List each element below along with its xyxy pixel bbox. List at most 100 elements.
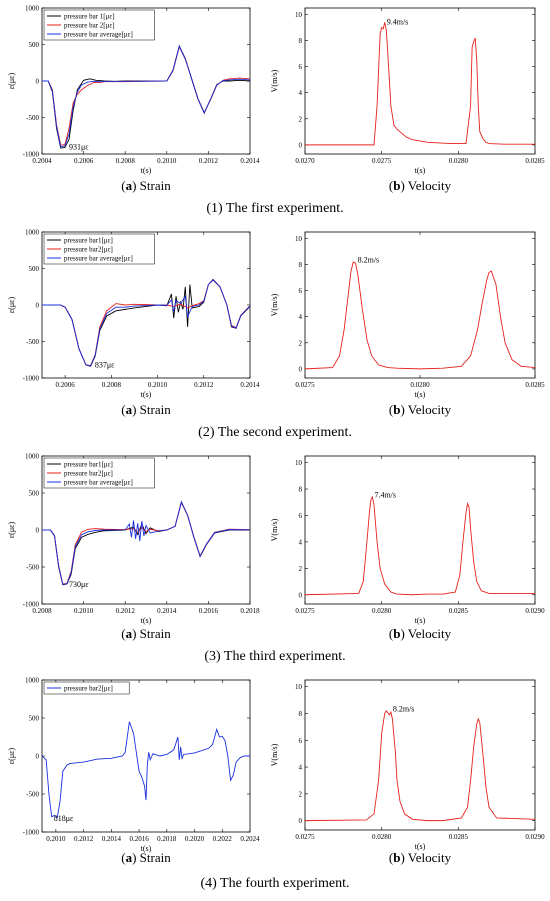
chart-r2-strain: 0.2006 0.2008 0.2010 0.2012 0.2014 -1000 -500 0… [7, 229, 260, 418]
series-line [305, 709, 535, 822]
y-tick-label: 6 [299, 287, 303, 295]
y-axis-label: V(m/s) [270, 743, 279, 766]
row-caption: (1) The first experiment. [206, 201, 343, 216]
peak-annotation: 730με [69, 580, 89, 589]
y-tick-label: 500 [29, 715, 40, 723]
legend-box [43, 681, 130, 695]
panel-sublabel: (a) Strain [121, 402, 171, 417]
legend-entry: pressure bar2[με] [64, 685, 113, 693]
x-tick-label: 0.0275 [295, 833, 315, 841]
y-tick-label: 0 [299, 817, 303, 825]
chart-r1-strain: 0.2004 0.2006 0.2008 0.2010 0.2012 0.2014 -100… [7, 5, 260, 194]
x-tick-label: 0.2014 [102, 835, 122, 843]
series-line [42, 721, 250, 819]
y-tick-label: 0 [299, 365, 303, 373]
y-tick-label: 4 [299, 764, 303, 772]
x-tick-label: 0.2008 [116, 157, 136, 165]
x-tick-label: 0.2012 [116, 607, 136, 615]
panel-sublabel: (a) Strain [121, 850, 171, 865]
x-tick-label: 0.0275 [372, 157, 392, 165]
row-caption: (4) The fourth experiment. [200, 876, 349, 891]
y-tick-label: 0 [36, 527, 40, 535]
x-tick-label: 0.0275 [295, 607, 315, 615]
legend-entry: pressure bar1[με] [64, 461, 113, 469]
y-tick-label: 10 [295, 459, 303, 467]
x-tick-label: 0.2004 [32, 157, 52, 165]
y-axis-label: V(m/s) [270, 69, 279, 92]
x-tick-label: 0.2016 [129, 835, 149, 843]
row-caption: (2) The second experiment. [198, 425, 352, 440]
series-line [305, 22, 535, 146]
peak-annotation: 931με [69, 142, 89, 151]
legend-box [43, 457, 155, 489]
legend-entry: pressure bar average[με] [64, 479, 133, 487]
x-tick-label: 0.0285 [525, 381, 545, 389]
x-tick-label: 0.2006 [74, 157, 94, 165]
y-tick-label: 500 [29, 265, 40, 273]
y-tick-label: 8 [299, 710, 303, 718]
y-tick-label: 4 [299, 313, 303, 321]
x-tick-label: 0.2006 [55, 381, 75, 389]
series-line [305, 495, 535, 596]
y-tick-label: 4 [299, 538, 303, 546]
plot-frame [304, 455, 536, 605]
chart-r3-velocity: 0.0275 0.0280 0.0285 0.0290 0 2 4 6 8 10 t(s) V(m/s… [270, 455, 545, 641]
y-tick-label: 6 [299, 737, 303, 745]
x-tick-label: 0.0285 [525, 157, 545, 165]
legend-box [43, 233, 155, 265]
x-tick-label: 0.0290 [525, 607, 545, 615]
x-tick-label: 0.2010 [74, 607, 94, 615]
x-tick-label: 0.2008 [102, 381, 122, 389]
y-tick-label: 2 [299, 339, 303, 347]
y-tick-label: 500 [29, 490, 40, 498]
series-line [42, 45, 250, 146]
x-tick-label: 0.0285 [449, 833, 469, 841]
x-tick-label: 0.2018 [157, 835, 177, 843]
x-tick-label: 0.2022 [213, 835, 233, 843]
y-tick-label: -500 [26, 338, 39, 346]
y-tick-label: 0 [36, 753, 40, 761]
y-tick-label: 6 [299, 63, 303, 71]
x-tick-label: 0.2024 [240, 835, 260, 843]
y-tick-label: -500 [26, 791, 39, 799]
y-tick-label: 6 [299, 512, 303, 520]
y-tick-label: 10 [295, 235, 303, 243]
y-tick-label: 0 [36, 302, 40, 310]
y-tick-label: -500 [26, 564, 39, 572]
y-tick-label: -1000 [23, 601, 40, 609]
y-tick-label: 2 [299, 790, 303, 798]
y-tick-label: -1000 [23, 151, 40, 159]
x-tick-label: 0.2014 [157, 607, 177, 615]
x-tick-label: 0.2012 [194, 381, 214, 389]
series-line [42, 44, 250, 149]
chart-r2-velocity: 0.0275 0.0280 0.0285 0 2 4 6 8 10 t(s) V(m/s) 8.2m/… [270, 231, 545, 417]
series-line [42, 500, 250, 586]
chart-r4-velocity: 0.0275 0.0280 0.0285 0.0290 0 2 4 6 8 10 t(s) V(m/s… [270, 679, 545, 865]
chart-r4-strain: 0.2010 0.2012 0.2014 0.2016 0.2018 0.2020 0.20… [7, 677, 260, 866]
x-tick-label: 0.2014 [240, 157, 260, 165]
y-tick-label: -1000 [23, 829, 40, 837]
series-line [42, 45, 250, 148]
x-axis-label: t(s) [141, 390, 152, 399]
y-tick-label: 0 [36, 78, 40, 86]
legend-entry: pressure bar2[με] [64, 246, 113, 254]
y-tick-label: 10 [295, 683, 303, 691]
x-tick-label: 0.2010 [148, 381, 168, 389]
x-tick-label: 0.0280 [410, 381, 430, 389]
y-axis-label: ε(με) [7, 522, 16, 539]
y-tick-label: 10 [295, 11, 303, 19]
peak-annotation: 8.2m/s [358, 256, 380, 265]
x-tick-label: 0.2012 [74, 835, 94, 843]
x-tick-label: 0.2008 [32, 607, 52, 615]
chart-r3-strain: 0.2008 0.2010 0.2012 0.2014 0.2016 0.2018 -100… [7, 453, 260, 642]
y-tick-label: 8 [299, 261, 303, 269]
legend-entry: pressure bar 2[με] [64, 22, 115, 30]
y-axis-label: ε(με) [7, 297, 16, 314]
legend-entry: pressure bar average[με] [64, 31, 133, 39]
y-axis-label: V(m/s) [270, 518, 279, 541]
x-tick-label: 0.0280 [372, 607, 392, 615]
x-tick-label: 0.0285 [449, 607, 469, 615]
x-tick-label: 0.0290 [525, 833, 545, 841]
y-tick-label: 0 [299, 591, 303, 599]
